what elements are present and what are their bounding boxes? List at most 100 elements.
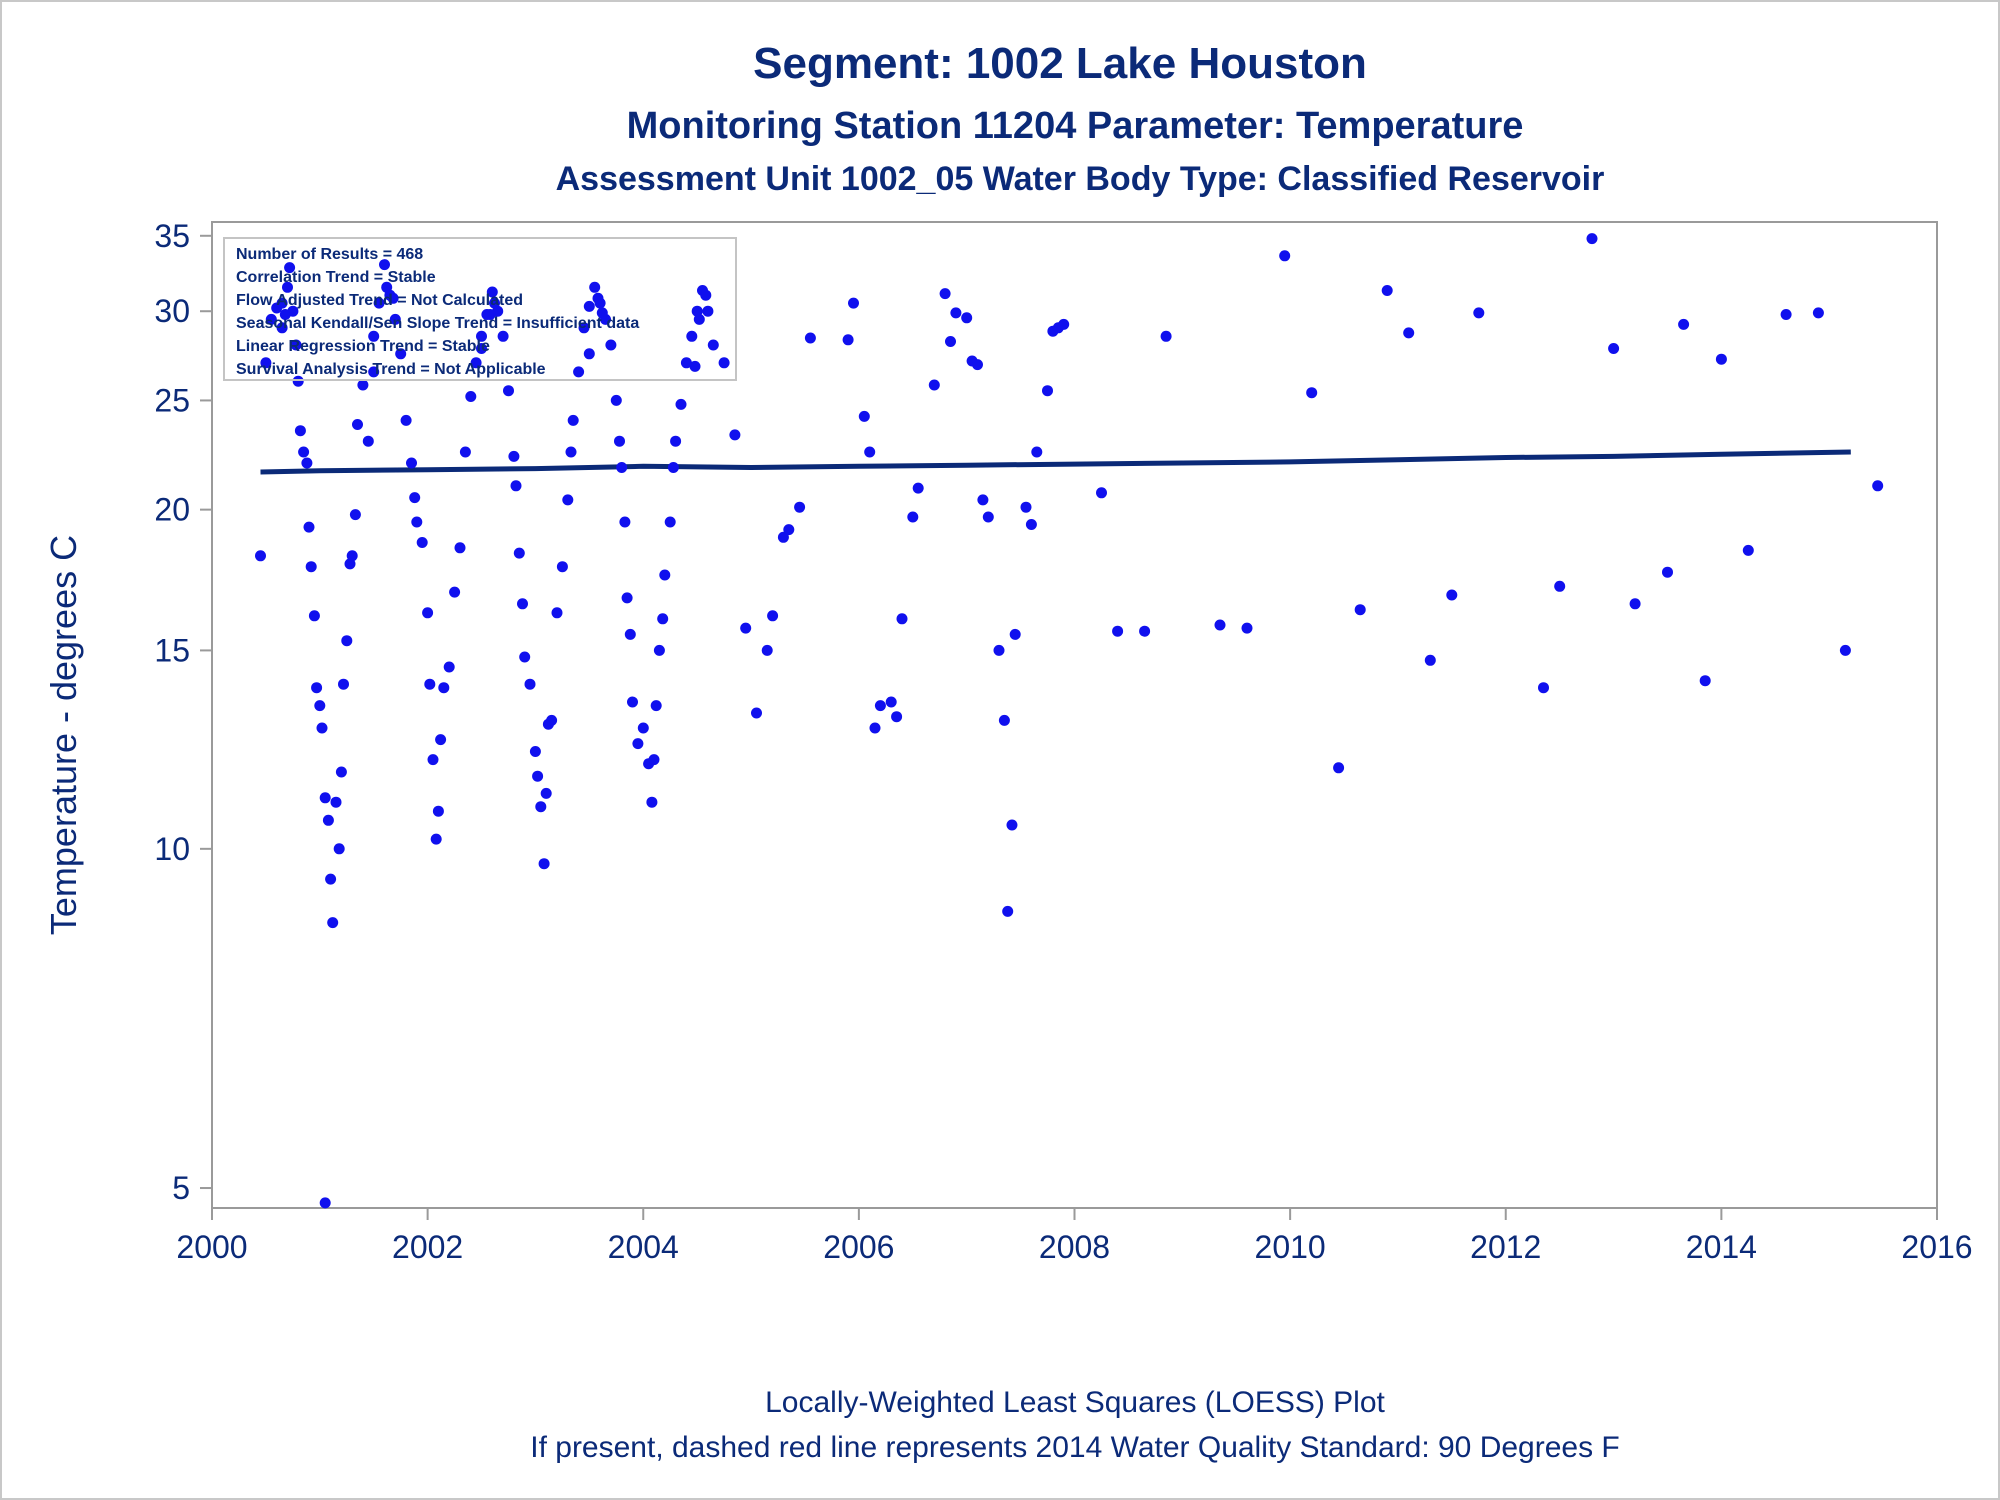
data-point bbox=[767, 610, 779, 622]
data-point bbox=[1742, 544, 1754, 556]
data-point bbox=[1006, 819, 1018, 831]
data-point bbox=[650, 700, 662, 712]
data-point bbox=[1554, 580, 1566, 592]
data-point bbox=[858, 410, 870, 422]
data-point bbox=[529, 746, 541, 757]
data-point bbox=[783, 524, 795, 536]
data-point bbox=[368, 330, 380, 342]
loess-line bbox=[260, 449, 1851, 475]
data-point bbox=[438, 682, 450, 694]
data-point bbox=[621, 592, 633, 604]
x-tick-label: 2006 bbox=[823, 1229, 894, 1265]
data-point bbox=[284, 262, 296, 274]
data-point bbox=[308, 610, 320, 622]
data-point bbox=[1214, 619, 1226, 631]
y-tick-label: 10 bbox=[154, 831, 190, 867]
data-point bbox=[349, 509, 361, 521]
data-point bbox=[314, 700, 326, 712]
data-point bbox=[864, 446, 876, 458]
data-point bbox=[848, 297, 859, 309]
data-point bbox=[646, 796, 658, 808]
data-point bbox=[301, 457, 313, 469]
data-point bbox=[325, 873, 337, 885]
data-point bbox=[535, 801, 547, 813]
data-point bbox=[322, 814, 334, 826]
data-point bbox=[619, 516, 631, 528]
data-point bbox=[869, 722, 881, 734]
data-point bbox=[368, 366, 380, 378]
data-point bbox=[794, 501, 806, 513]
data-point bbox=[346, 550, 358, 562]
data-point bbox=[389, 313, 401, 325]
y-tick-label: 20 bbox=[154, 492, 190, 528]
data-point bbox=[1009, 628, 1021, 640]
data-point bbox=[707, 339, 719, 351]
data-point bbox=[627, 696, 638, 708]
data-point bbox=[740, 622, 752, 634]
data-point bbox=[1025, 519, 1037, 530]
x-tick-label: 2010 bbox=[1255, 1229, 1326, 1265]
loess-line-layer bbox=[260, 449, 1851, 475]
data-point bbox=[538, 858, 550, 870]
x-tick-label: 2004 bbox=[608, 1229, 679, 1265]
data-point bbox=[338, 678, 349, 690]
data-point bbox=[1031, 446, 1043, 458]
data-point bbox=[972, 359, 983, 371]
stat-flow-adjusted-trend: Flow Adjusted Trend = Not Calculated bbox=[236, 292, 523, 309]
data-point bbox=[1058, 318, 1070, 330]
data-point bbox=[532, 770, 544, 782]
data-point bbox=[961, 312, 973, 324]
data-point bbox=[510, 480, 522, 492]
data-point bbox=[1662, 566, 1673, 578]
data-point bbox=[874, 700, 886, 712]
data-point bbox=[489, 297, 500, 309]
data-point bbox=[567, 414, 579, 426]
data-point bbox=[454, 542, 466, 554]
data-point bbox=[279, 309, 291, 320]
data-point bbox=[1112, 625, 1124, 637]
data-point bbox=[624, 628, 636, 640]
data-point bbox=[476, 343, 487, 354]
data-point bbox=[1160, 330, 1172, 342]
chart-title: Segment: 1002 Lake Houston bbox=[753, 39, 1367, 88]
data-point bbox=[907, 511, 919, 523]
stat-number-of-results: Number of Results = 468 bbox=[236, 246, 423, 263]
data-point bbox=[928, 379, 940, 391]
data-point bbox=[605, 339, 617, 351]
data-point bbox=[519, 651, 531, 663]
data-point bbox=[912, 482, 924, 494]
data-point bbox=[379, 259, 390, 271]
data-point bbox=[333, 843, 345, 855]
y-tick-label: 35 bbox=[154, 218, 190, 254]
data-point bbox=[885, 696, 897, 708]
data-point bbox=[373, 297, 385, 309]
data-point bbox=[998, 714, 1010, 726]
data-point bbox=[292, 375, 304, 387]
data-point bbox=[540, 787, 552, 799]
y-tick-label: 30 bbox=[154, 293, 190, 329]
data-point bbox=[1872, 480, 1884, 492]
data-point bbox=[1629, 598, 1641, 610]
data-point bbox=[311, 682, 323, 694]
data-point bbox=[583, 300, 595, 312]
data-point bbox=[680, 357, 692, 369]
data-point bbox=[357, 379, 369, 391]
data-point bbox=[327, 917, 339, 929]
x-tick-label: 2012 bbox=[1470, 1229, 1541, 1265]
data-point bbox=[484, 309, 496, 320]
data-point bbox=[1333, 762, 1345, 774]
data-point bbox=[596, 307, 608, 319]
data-point bbox=[589, 281, 601, 293]
data-point bbox=[653, 644, 665, 656]
data-point bbox=[260, 357, 272, 369]
data-point bbox=[718, 357, 730, 369]
data-point bbox=[562, 494, 574, 506]
data-point bbox=[1381, 285, 1393, 296]
data-point bbox=[556, 561, 568, 573]
data-point bbox=[406, 457, 417, 469]
data-point bbox=[1473, 307, 1485, 319]
data-point bbox=[993, 644, 1005, 656]
data-point bbox=[659, 569, 671, 581]
